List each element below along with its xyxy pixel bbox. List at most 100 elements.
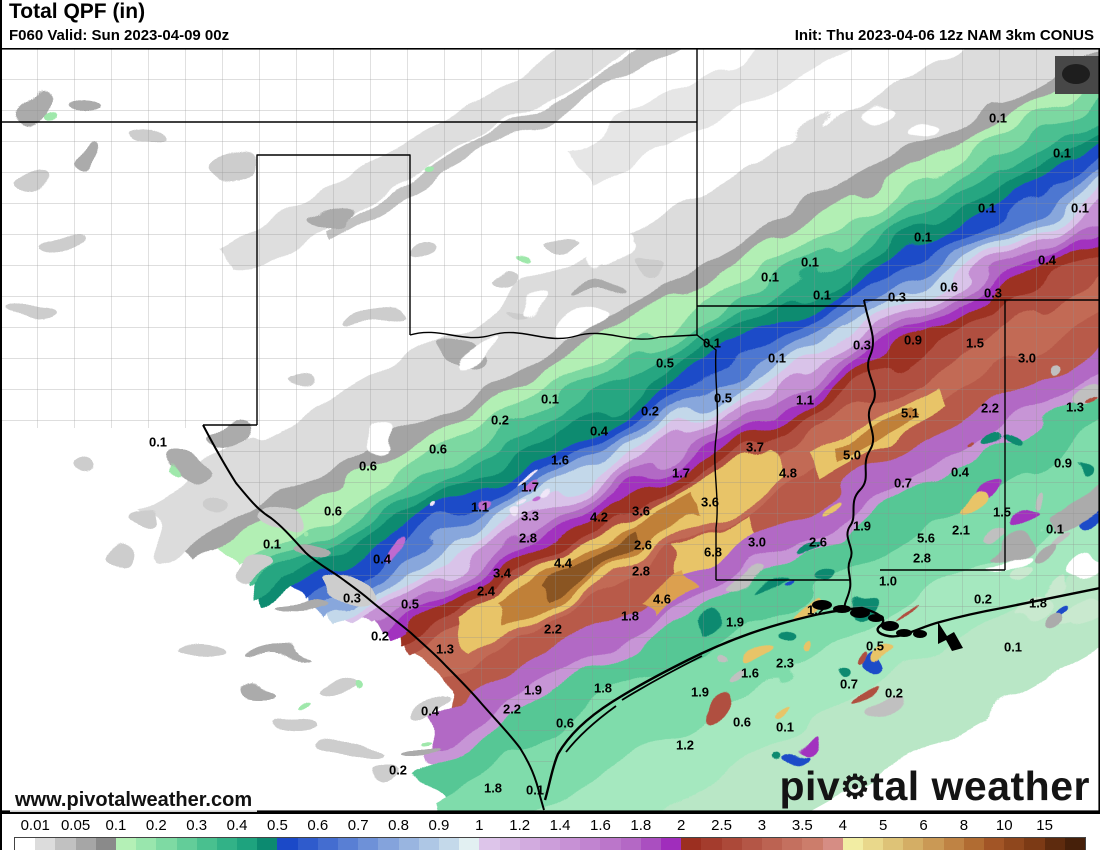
colorbar-tick-label: 0.1: [105, 817, 127, 834]
colorbar-cell: [721, 838, 742, 850]
header: Total QPF (in) F060 Valid: Sun 2023-04-0…: [0, 0, 1100, 48]
border-tx-panhandle: [203, 154, 411, 426]
colorbar-cell: [862, 838, 884, 850]
colorbar-cell: [1004, 838, 1025, 850]
colorbar-cell: [963, 838, 984, 850]
colorbar-cell: [560, 838, 581, 850]
colorbar-tick-label: 0.05: [60, 817, 91, 834]
mississippi-delta: [938, 622, 963, 651]
colorbar-cell: [802, 838, 823, 850]
colorbar-tick-label: 1.8: [630, 817, 652, 834]
colorbar-cell: [903, 838, 924, 850]
border-tx-ar-la: [696, 334, 719, 580]
colorbar-tick-label: 0.4: [226, 817, 248, 834]
colorbar-tick-label: 2.5: [711, 817, 733, 834]
colorbar-tick-label: 1.2: [509, 817, 531, 834]
colorbar-cell: [398, 838, 419, 850]
colorbar-cell: [438, 838, 460, 850]
colorbar-tick-label: 0.5: [267, 817, 288, 834]
colorbar-tick-label: 10: [995, 817, 1013, 834]
colorbar-cell: [741, 838, 762, 850]
colorbar-cell: [338, 838, 359, 850]
colorbar-cell: [681, 838, 702, 850]
valid-time-label: F060 Valid: Sun 2023-04-09 00z: [9, 27, 230, 44]
colorbar-tick-label: 6: [919, 817, 928, 834]
colorbar-cell: [822, 838, 843, 850]
colorbar-cell: [35, 838, 56, 850]
pivotal-weather-logo: piv⚙tal weather: [779, 764, 1090, 811]
louisiana-marsh: [812, 600, 963, 651]
colorbar-cell: [943, 838, 964, 850]
colorbar-cell: [701, 838, 722, 850]
colorbar-tick-label: 8: [959, 817, 969, 834]
colorbar-tick-label: 0.3: [186, 817, 208, 834]
colorbar-tick-label: 0.7: [347, 817, 369, 834]
colorbar-cell: [196, 838, 217, 850]
colorbar-cell: [923, 838, 944, 850]
colorbar-cell: [1024, 838, 1045, 850]
logo-text-right: tal weather: [870, 763, 1090, 809]
colorbar-cell: [216, 838, 238, 850]
colorbar-cell: [620, 838, 641, 850]
colorbar-legend: 0.01 0.05 0.1 0.2 0.3 0.4 0.5 0.6 0.7 0.8 0.9 1 1.2 1…: [0, 812, 1100, 850]
border-ms-al: [880, 300, 1006, 571]
state-borders: [0, 48, 1100, 811]
colorbar-tick-label: 3: [757, 817, 767, 834]
colorbar-cell: [277, 838, 298, 850]
colorbar-tick-label: 1: [475, 817, 484, 834]
colorbar-tick-label: 15: [1036, 817, 1053, 834]
colorbar-tick-label: 1.4: [549, 817, 571, 834]
page-left-border: [0, 0, 2, 850]
colorbar-cell: [539, 838, 561, 850]
colorbar-cell: [237, 838, 258, 850]
rio-grande: [202, 424, 545, 811]
colorbar-cell: [1044, 838, 1065, 850]
mississippi-river: [843, 299, 876, 613]
colorbar-cell: [378, 838, 399, 850]
colorbar-tick-label: 2: [677, 817, 686, 834]
colorbar-cell: [257, 838, 278, 850]
colorbar-cell: [640, 838, 661, 850]
colorbar-cell: [519, 838, 540, 850]
map-canvas[interactable]: 0.1 0.1 0.6 0.6 0.6 1.1 0.4 0.3 0.5 0.2 0.2 1.3 0.4 0…: [0, 48, 1100, 812]
colorbar-tick-label: 0.9: [428, 817, 450, 834]
precip-map-svg: [0, 48, 1100, 812]
colorbar-cell: [15, 838, 36, 850]
border-red-river: [409, 331, 698, 340]
colorbar-cell: [499, 838, 520, 850]
colorbar-tick-label: 4: [838, 817, 847, 834]
colorbar-tick-label: 1.6: [590, 817, 611, 834]
init-time-label: Init: Thu 2023-04-06 12z NAM 3km CONUS: [794, 27, 1094, 44]
logo-text-left: piv: [779, 763, 841, 809]
colorbar-cell: [95, 838, 116, 850]
colorbar-tick-label: 0.8: [388, 817, 410, 834]
colorbar-cell: [459, 838, 480, 850]
colorbar-tick-label: 0.01: [20, 817, 50, 834]
ne-corner-dark-patch: [1055, 56, 1099, 94]
colorbar-cell: [984, 838, 1005, 850]
product-title: Total QPF (in): [9, 0, 146, 23]
colorbar-cell: [842, 838, 863, 850]
colorbar-cell: [1064, 838, 1085, 850]
colorbar-tick-label: 0.2: [145, 817, 167, 834]
colorbar-tick-label: 5: [878, 817, 888, 834]
colorbar-cell: [55, 838, 76, 850]
colorbar-cell: [761, 838, 783, 850]
colorbar-cell: [176, 838, 197, 850]
colorbar-cell: [479, 838, 500, 850]
colorbar-cell: [600, 838, 621, 850]
watermark: www.pivotalweather.com: [10, 789, 258, 812]
colorbar-cell: [580, 838, 601, 850]
barrier-islands: [565, 655, 703, 753]
colorbar-cell: [136, 838, 157, 850]
colorbar-tick-label: 3.5: [791, 817, 813, 834]
colorbar-cell: [358, 838, 379, 850]
colorbar-tick-label: 0.6: [307, 817, 329, 834]
colorbar-cell: [75, 838, 96, 850]
colorbar-cell: [782, 838, 803, 850]
colorbar-cell: [661, 838, 682, 850]
colorbar-cell: [883, 838, 904, 850]
colorbar-cell: [317, 838, 338, 850]
colorbar: [14, 837, 1086, 850]
